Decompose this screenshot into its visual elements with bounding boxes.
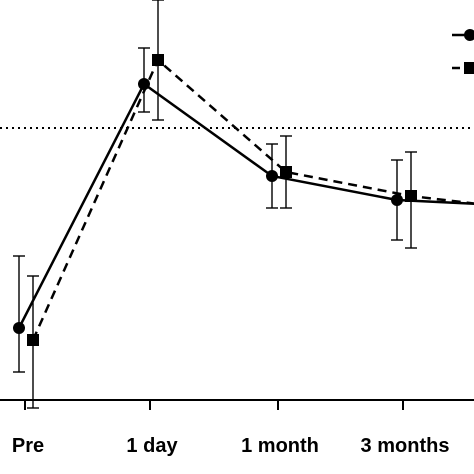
markers-layer: [13, 54, 417, 346]
data-point-circle: [266, 170, 278, 182]
legend-entry-2: [452, 62, 474, 74]
x-tick-label: 1 month: [241, 435, 319, 457]
data-point-square: [152, 54, 164, 66]
legend: [452, 29, 474, 74]
data-point-square: [280, 166, 292, 178]
error-bars-layer: [13, 0, 417, 409]
legend-marker-circle: [464, 29, 474, 41]
x-axis: Pre 1 day 1 month 3 months: [0, 399, 474, 457]
data-point-circle: [391, 194, 403, 206]
error-bar: [13, 255, 25, 373]
data-point-square: [405, 190, 417, 202]
series-line-1: [17, 82, 474, 329]
data-point-circle: [13, 322, 25, 334]
data-point-square: [27, 334, 39, 346]
x-tick-label: 3 months: [361, 435, 450, 457]
x-tick-label: Pre: [12, 435, 44, 457]
x-tick-label: 1 day: [126, 435, 178, 457]
data-point-circle: [138, 78, 150, 90]
legend-marker-square: [464, 62, 474, 74]
legend-entry-1: [452, 29, 474, 41]
